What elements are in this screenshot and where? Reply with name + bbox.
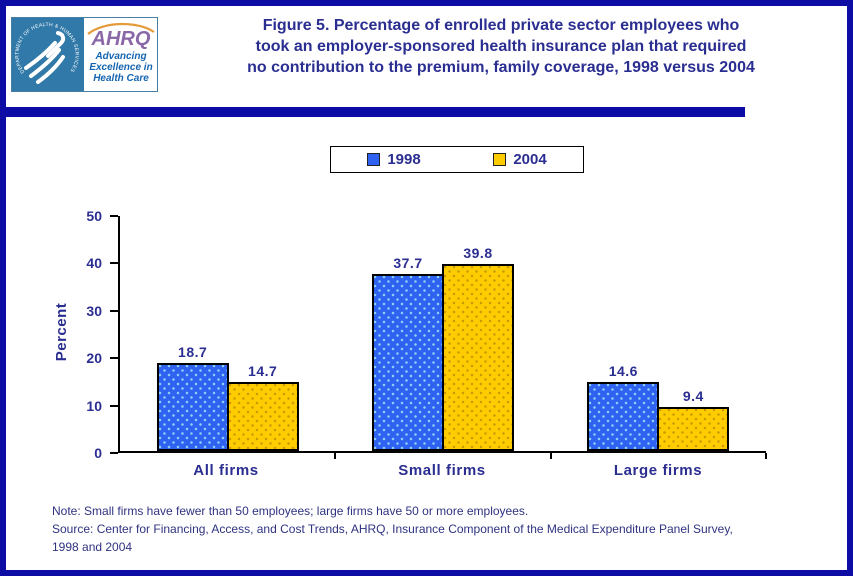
figure-title-line: took an employer-sponsored health insura…: [255, 38, 747, 55]
legend-item-2004: 2004: [493, 151, 547, 168]
figure-title: Figure 5. Percentage of enrolled private…: [156, 15, 846, 78]
y-tick-mark: [110, 404, 118, 407]
category-labels: All firms Small firms Large firms: [118, 462, 766, 479]
ahrq-acronym: AHRQ: [91, 28, 151, 50]
legend-swatch-2004: [493, 153, 507, 166]
bar-group-small-firms: 37.7 39.8: [335, 216, 550, 451]
bar-2004-all-firms: [226, 381, 299, 451]
category-label-small-firms: Small firms: [398, 462, 486, 479]
legend: 1998 2004: [330, 146, 584, 173]
source-text-line: 1998 and 2004: [52, 540, 133, 554]
ahrq-tagline-line: Advancing: [94, 51, 146, 62]
bar-column-2004-all-firms: 14.7: [226, 216, 299, 451]
plot-area: 18.7 14.7 37.7 39.8 14.6 9.4: [118, 216, 767, 459]
source-text-line: Source: Center for Financing, Access, an…: [52, 522, 733, 536]
x-tick-mark: [549, 453, 552, 459]
figure-title-line: no contribution to the premium, family c…: [247, 59, 755, 76]
bar-value-label: 39.8: [463, 244, 493, 261]
bar-column-2004-small-firms: 39.8: [441, 216, 514, 451]
ahrq-hhs-logo-svg: DEPARTMENT OF HEALTH & HUMAN SERVICES · …: [9, 13, 158, 92]
ahrq-arc-icon: [87, 22, 155, 35]
footnotes: Note: Small firms have fewer than 50 emp…: [52, 502, 822, 556]
y-tick-label: 10: [86, 397, 102, 414]
bar-column-1998-all-firms: 18.7: [156, 216, 229, 451]
bar-2004-large-firms: [657, 406, 730, 451]
bar-value-label: 14.7: [248, 362, 278, 379]
bar-value-label: 9.4: [682, 387, 704, 404]
bar-value-label: 18.7: [178, 344, 208, 361]
category-label-large-firms: Large firms: [613, 462, 703, 479]
ahrq-tagline: Advancing Excellence in Health Care: [89, 51, 152, 84]
header-divider-bar: [6, 107, 745, 117]
hhs-eagle-icon: [24, 31, 66, 84]
y-tick-mark: [110, 357, 118, 360]
y-tick-label: 0: [94, 445, 102, 461]
bar-1998-small-firms: [371, 273, 444, 451]
x-tick-mark: [334, 453, 337, 459]
legend-label-2004: 2004: [513, 151, 547, 168]
bar-2004-small-firms: [441, 263, 514, 451]
bar-value-label: 37.7: [393, 254, 423, 271]
bar-column-1998-small-firms: 37.7: [371, 216, 444, 451]
figure-title-line: Figure 5. Percentage of enrolled private…: [262, 17, 740, 34]
y-tick-mark: [110, 262, 118, 265]
bar-column-1998-large-firms: 14.6: [587, 216, 660, 451]
ahrq-tagline-line: Health Care: [93, 73, 149, 84]
legend-item-1998: 1998: [367, 151, 421, 168]
bar-group-large-firms: 14.6 9.4: [551, 216, 766, 451]
ahrq-hhs-logo: DEPARTMENT OF HEALTH & HUMAN SERVICES · …: [9, 13, 158, 92]
y-tick-label: 50: [86, 208, 102, 224]
y-tick-label: 40: [86, 255, 102, 272]
y-tick-mark: [110, 215, 118, 217]
y-axis: 0 10 20 30 40 50: [54, 208, 118, 461]
y-tick-label: 20: [86, 350, 102, 367]
category-label-all-firms: All firms: [193, 462, 259, 479]
ahrq-tagline-line: Excellence in: [89, 62, 152, 73]
note-text: Note: Small firms have fewer than 50 emp…: [52, 504, 529, 518]
legend-swatch-1998: [367, 153, 381, 166]
bar-1998-all-firms: [156, 363, 229, 451]
y-tick-label: 30: [86, 302, 102, 319]
y-tick-mark: [110, 452, 118, 454]
x-tick-mark: [765, 453, 767, 459]
legend-label-1998: 1998: [387, 151, 421, 168]
bar-group-all-firms: 18.7 14.7: [120, 216, 335, 451]
bar-value-label: 14.6: [608, 363, 638, 380]
y-tick-mark: [110, 309, 118, 312]
bar-column-2004-large-firms: 9.4: [657, 216, 730, 451]
bar-1998-large-firms: [587, 382, 660, 451]
